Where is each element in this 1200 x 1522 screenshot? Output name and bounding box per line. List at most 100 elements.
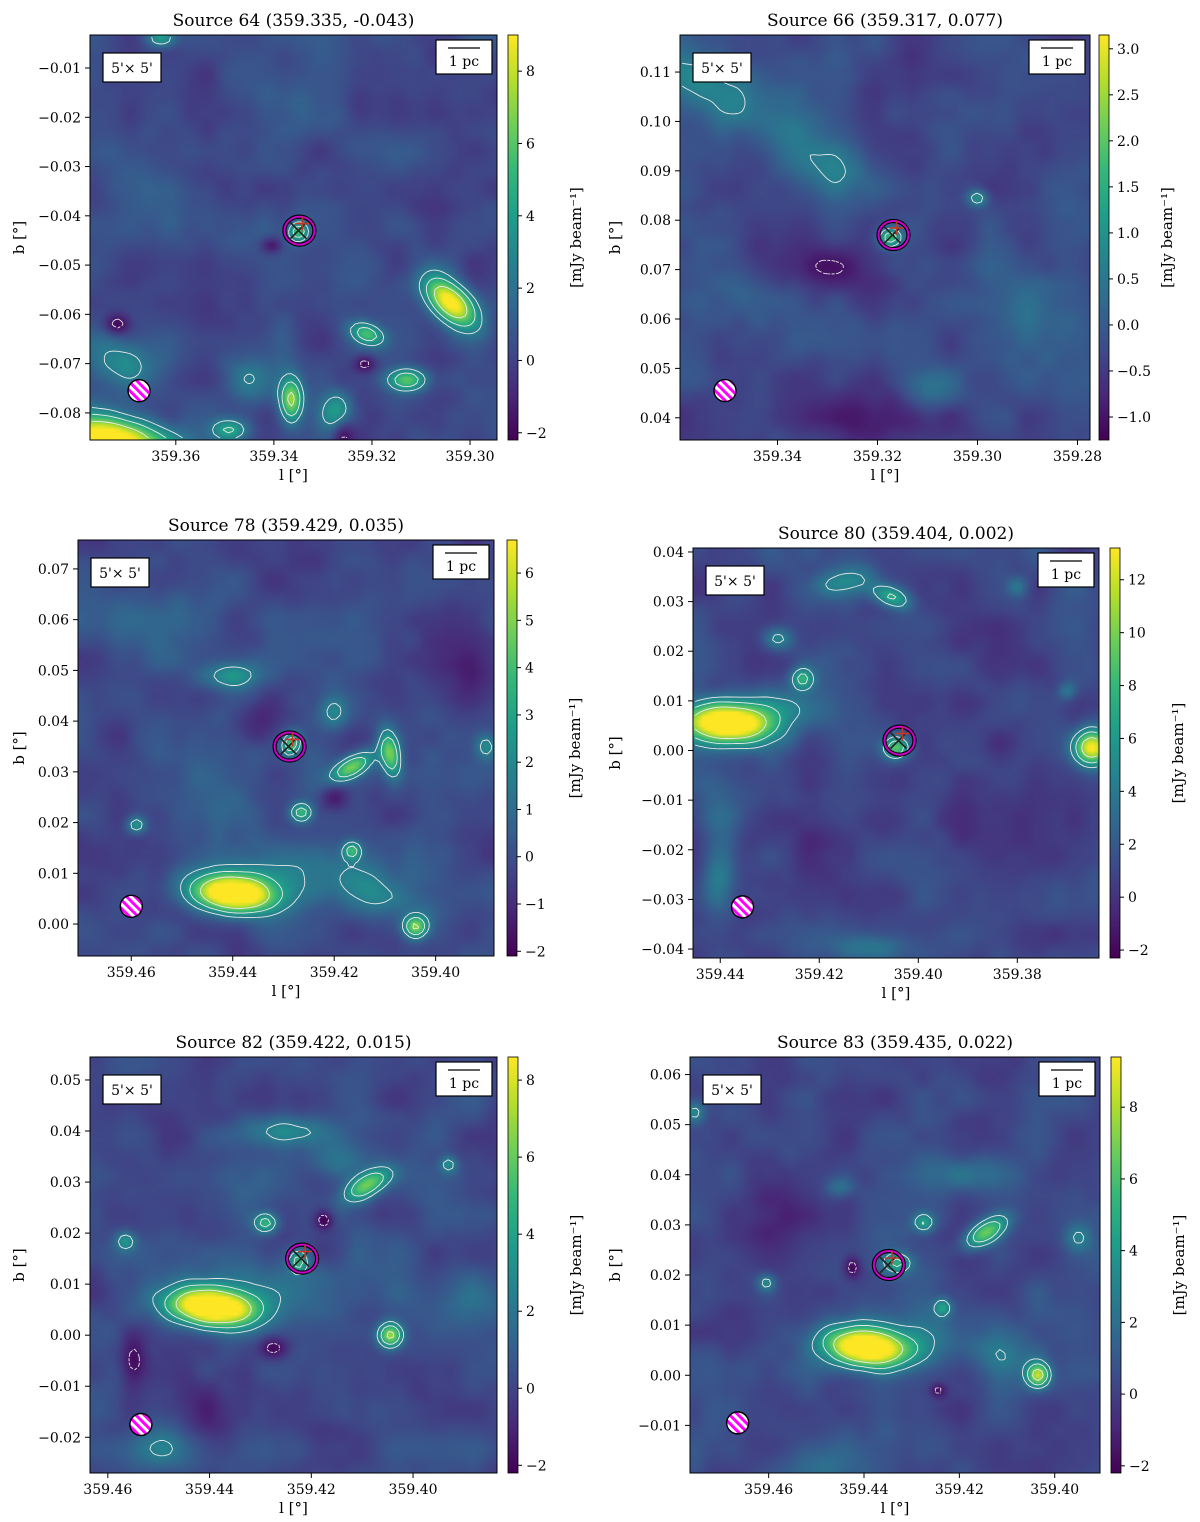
contour-line bbox=[92, 285, 468, 439]
colorbar-tick-label: 2.0 bbox=[1117, 134, 1139, 150]
colorbar-tick-label: 3 bbox=[525, 708, 534, 724]
x-axis-label: l [°] bbox=[279, 466, 308, 484]
colorbar-tick-label: 2 bbox=[1128, 837, 1137, 853]
colorbar-label: [mJy beam⁻¹] bbox=[567, 187, 585, 288]
colorbar-tick-label: 2 bbox=[1129, 1315, 1138, 1331]
x-tick-label: 359.42 bbox=[935, 1482, 984, 1498]
y-axis-label: b [°] bbox=[10, 221, 28, 255]
contour-line bbox=[200, 876, 419, 930]
colorbar bbox=[507, 1056, 519, 1474]
x-tick-label: 359.40 bbox=[1030, 1482, 1079, 1498]
beam-ellipse bbox=[129, 1412, 153, 1437]
colorbar-tick-label: 1 bbox=[525, 802, 534, 818]
x-tick-label: 359.28 bbox=[1053, 449, 1102, 465]
contours bbox=[92, 36, 483, 439]
source-contour bbox=[283, 215, 316, 246]
colorbar-tick-label: −1 bbox=[525, 897, 546, 913]
x-tick-label: 359.42 bbox=[795, 967, 844, 983]
svg-text:5'× 5': 5'× 5' bbox=[701, 61, 743, 77]
y-tick-label: 0.10 bbox=[640, 114, 671, 130]
x-tick-label: 359.46 bbox=[107, 965, 156, 981]
scalebar-label: 1 pc bbox=[449, 54, 479, 70]
y-tick-label: −0.01 bbox=[38, 61, 81, 77]
y-tick-label: −0.08 bbox=[38, 406, 81, 422]
contour-line bbox=[130, 666, 493, 939]
source-x-marker bbox=[883, 226, 902, 244]
intensity-map bbox=[90, 35, 497, 440]
colorbar bbox=[1110, 1056, 1122, 1474]
y-tick-label: 0.07 bbox=[38, 562, 69, 578]
colorbar-tick-label: −2 bbox=[525, 944, 546, 960]
axes-frame bbox=[689, 1056, 1101, 1474]
x-tick-label: 359.34 bbox=[753, 449, 802, 465]
beam-ellipse bbox=[713, 378, 737, 403]
source-contour bbox=[286, 1243, 319, 1274]
y-tick-label: 0.05 bbox=[650, 1118, 681, 1134]
y-tick-label: 0.04 bbox=[38, 714, 69, 730]
y-tick-label: −0.05 bbox=[38, 258, 81, 274]
colorbar-tick-label: 2 bbox=[526, 1304, 535, 1320]
y-tick-label: 0.05 bbox=[38, 663, 69, 679]
source-contour bbox=[273, 731, 306, 762]
colorbar-tick-label: 0 bbox=[1129, 1387, 1138, 1403]
y-axis-label: b [°] bbox=[606, 221, 624, 255]
y-tick-label: 0.04 bbox=[650, 1168, 681, 1184]
colorbar bbox=[507, 34, 519, 441]
beam-ellipse bbox=[730, 895, 755, 919]
beam-ellipse bbox=[119, 894, 143, 918]
fov-label: 5'× 5' bbox=[90, 557, 150, 588]
x-tick-label: 359.40 bbox=[389, 1482, 438, 1498]
y-tick-label: 0.03 bbox=[38, 765, 69, 781]
source-x-marker bbox=[289, 222, 307, 240]
y-tick-label: 0.02 bbox=[650, 1268, 681, 1284]
panel-title: Source 64 (359.335, -0.043) bbox=[173, 11, 415, 31]
contour-line bbox=[692, 1107, 1085, 1389]
x-tick-label: 359.46 bbox=[83, 1482, 132, 1498]
x-tick-label: 359.44 bbox=[696, 967, 745, 983]
colorbar-tick-label: 4 bbox=[525, 661, 534, 677]
peak-plus-marker bbox=[895, 726, 910, 741]
svg-text:5'× 5': 5'× 5' bbox=[111, 61, 153, 77]
axes-frame bbox=[89, 34, 498, 441]
y-tick-label: 0.09 bbox=[640, 164, 671, 180]
colorbar-tick-label: 2 bbox=[526, 281, 535, 297]
intensity-map bbox=[690, 1057, 1100, 1473]
scalebar-label: 1 pc bbox=[1052, 1076, 1082, 1092]
scalebar-label: 1 pc bbox=[446, 559, 476, 575]
y-tick-label: 0.04 bbox=[653, 545, 684, 561]
y-tick-label: 0.03 bbox=[653, 595, 684, 611]
colorbar-tick-label: 10 bbox=[1128, 626, 1146, 642]
colorbar-tick-label: 8 bbox=[526, 1073, 535, 1089]
y-tick-label: 0.06 bbox=[640, 312, 671, 328]
negative-contour bbox=[847, 1262, 942, 1394]
y-tick-label: −0.06 bbox=[38, 307, 81, 323]
colorbar-label: [mJy beam⁻¹] bbox=[1169, 703, 1187, 804]
contour-line bbox=[694, 572, 1097, 769]
colorbar-tick-label: 6 bbox=[526, 1150, 535, 1166]
x-tick-label: 359.44 bbox=[185, 1482, 234, 1498]
colorbar-tick-label: 0.0 bbox=[1117, 318, 1139, 334]
colorbar-tick-label: 3.0 bbox=[1117, 42, 1139, 58]
colorbar-tick-label: 2 bbox=[525, 755, 534, 771]
colorbar-tick-label: −2 bbox=[526, 426, 547, 442]
panel-title: Source 83 (359.435, 0.022) bbox=[777, 1033, 1013, 1053]
x-tick-label: 359.46 bbox=[744, 1482, 793, 1498]
source-x-marker bbox=[279, 737, 298, 756]
colorbar-tick-label: −0.5 bbox=[1117, 364, 1151, 380]
y-tick-label: −0.01 bbox=[638, 1418, 681, 1434]
colorbar bbox=[1109, 547, 1121, 959]
y-tick-label: 0.00 bbox=[650, 1368, 681, 1384]
y-axis-label: b [°] bbox=[10, 1248, 28, 1282]
colorbar-tick-label: 5 bbox=[525, 613, 534, 629]
scalebar: 1 pc bbox=[435, 1061, 493, 1097]
scalebar: 1 pc bbox=[435, 39, 493, 75]
x-tick-label: 359.34 bbox=[249, 449, 298, 465]
y-tick-label: 0.07 bbox=[640, 263, 671, 279]
y-tick-label: −0.01 bbox=[38, 1379, 81, 1395]
x-tick-label: 359.30 bbox=[953, 449, 1002, 465]
colorbar-label: [mJy beam⁻¹] bbox=[1158, 187, 1176, 288]
colorbar bbox=[1098, 34, 1110, 441]
scalebar-label: 1 pc bbox=[1051, 567, 1081, 583]
colorbar-tick-label: 4 bbox=[1129, 1244, 1138, 1260]
